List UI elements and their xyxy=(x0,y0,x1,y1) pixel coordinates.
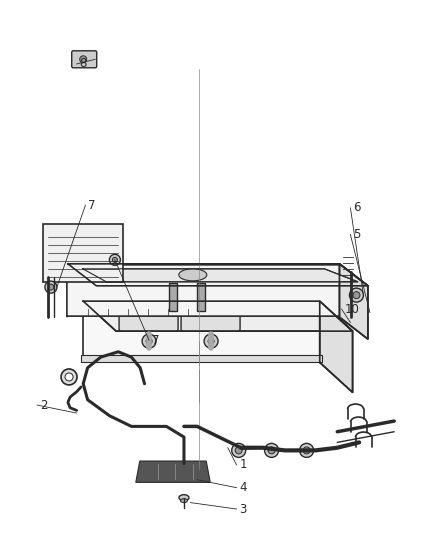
Circle shape xyxy=(300,443,314,457)
Text: 7: 7 xyxy=(152,334,159,346)
Circle shape xyxy=(303,447,310,454)
Polygon shape xyxy=(83,269,358,282)
Text: 2: 2 xyxy=(40,399,48,411)
Polygon shape xyxy=(339,264,368,339)
Text: 5: 5 xyxy=(353,228,361,241)
Circle shape xyxy=(61,369,77,385)
Polygon shape xyxy=(68,264,368,286)
Bar xyxy=(83,301,320,362)
Text: 6: 6 xyxy=(353,201,361,214)
Circle shape xyxy=(265,443,279,457)
Circle shape xyxy=(208,338,214,344)
FancyBboxPatch shape xyxy=(119,311,178,331)
Circle shape xyxy=(350,288,364,302)
Bar xyxy=(169,283,177,311)
Bar xyxy=(197,283,205,311)
Polygon shape xyxy=(83,301,353,331)
FancyBboxPatch shape xyxy=(181,311,240,331)
Circle shape xyxy=(45,281,57,293)
Ellipse shape xyxy=(179,495,189,500)
Ellipse shape xyxy=(179,269,207,281)
Circle shape xyxy=(146,338,152,344)
Circle shape xyxy=(65,373,73,381)
Ellipse shape xyxy=(180,499,187,503)
Circle shape xyxy=(204,334,218,348)
Bar xyxy=(43,224,123,282)
Circle shape xyxy=(142,334,156,348)
Circle shape xyxy=(48,284,54,290)
Text: 4: 4 xyxy=(240,481,247,494)
Text: 10: 10 xyxy=(345,303,360,316)
Polygon shape xyxy=(320,301,353,392)
FancyBboxPatch shape xyxy=(67,264,340,317)
Circle shape xyxy=(232,443,246,457)
Circle shape xyxy=(235,447,242,454)
Text: 1: 1 xyxy=(240,458,247,471)
Circle shape xyxy=(268,447,275,454)
Polygon shape xyxy=(136,461,210,482)
Circle shape xyxy=(80,56,87,63)
FancyBboxPatch shape xyxy=(72,51,97,68)
Circle shape xyxy=(353,292,360,298)
Circle shape xyxy=(110,254,120,265)
Text: 3: 3 xyxy=(240,503,247,515)
Text: 8: 8 xyxy=(80,58,87,70)
Bar xyxy=(81,356,322,362)
Text: 7: 7 xyxy=(88,199,96,212)
Circle shape xyxy=(113,257,117,262)
